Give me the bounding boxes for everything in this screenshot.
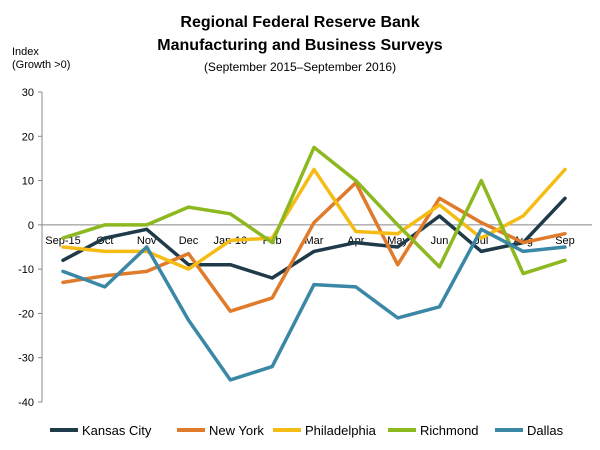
series-line-new-york xyxy=(61,181,567,313)
chart-title-line1: Regional Federal Reserve Bank xyxy=(180,14,420,31)
y-tick-label: -10 xyxy=(18,264,34,276)
x-tick-label: Dec xyxy=(179,235,199,247)
y-tick-label: 30 xyxy=(22,87,34,99)
chart-subtitle: (September 2015–September 2016) xyxy=(203,60,397,74)
series-line-dallas xyxy=(61,227,567,382)
x-tick-label: Mar xyxy=(305,235,324,247)
legend-swatch xyxy=(177,428,205,432)
y-axis-label-sub: (Growth >0) xyxy=(12,59,71,71)
legend-label: Philadelphia xyxy=(305,422,376,438)
legend-swatch xyxy=(273,428,301,432)
legend-item-dallas: Dallas xyxy=(495,420,563,440)
series-line-kansas-city xyxy=(61,196,567,280)
legend-label: Richmond xyxy=(420,422,479,438)
legend-item-kansas-city: Kansas City xyxy=(50,420,151,440)
legend-swatch xyxy=(50,428,78,432)
y-axis-label: Index xyxy=(12,46,39,58)
y-tick-label: -20 xyxy=(18,308,34,320)
series-line-richmond xyxy=(61,145,567,276)
legend-item-richmond: Richmond xyxy=(388,420,479,440)
legend-swatch xyxy=(495,428,523,432)
legend-item-philadelphia: Philadelphia xyxy=(273,420,376,440)
legend-label: Kansas City xyxy=(82,422,152,438)
chart-legend: Kansas City New York Philadelphia Richmond D… xyxy=(0,420,600,440)
legend-swatch xyxy=(388,428,416,432)
y-tick-label: 20 xyxy=(22,131,34,143)
legend-label: Dallas xyxy=(527,422,564,438)
legend-item-new-york: New York xyxy=(177,420,264,440)
x-tick-label: Sep-15 xyxy=(45,235,80,247)
y-tick-label: 0 xyxy=(28,220,34,232)
x-tick-label: Jun xyxy=(431,235,449,247)
y-tick-label: 10 xyxy=(22,176,34,188)
series-line-philadelphia xyxy=(61,167,567,271)
x-tick-label: Nov xyxy=(137,235,157,247)
chart-title-line2: Manufacturing and Business Surveys xyxy=(157,37,443,54)
legend-label: New York xyxy=(209,422,264,438)
y-tick-label: -40 xyxy=(18,397,34,409)
y-tick-label: -30 xyxy=(18,353,34,365)
x-tick-label: Sep xyxy=(555,235,575,247)
